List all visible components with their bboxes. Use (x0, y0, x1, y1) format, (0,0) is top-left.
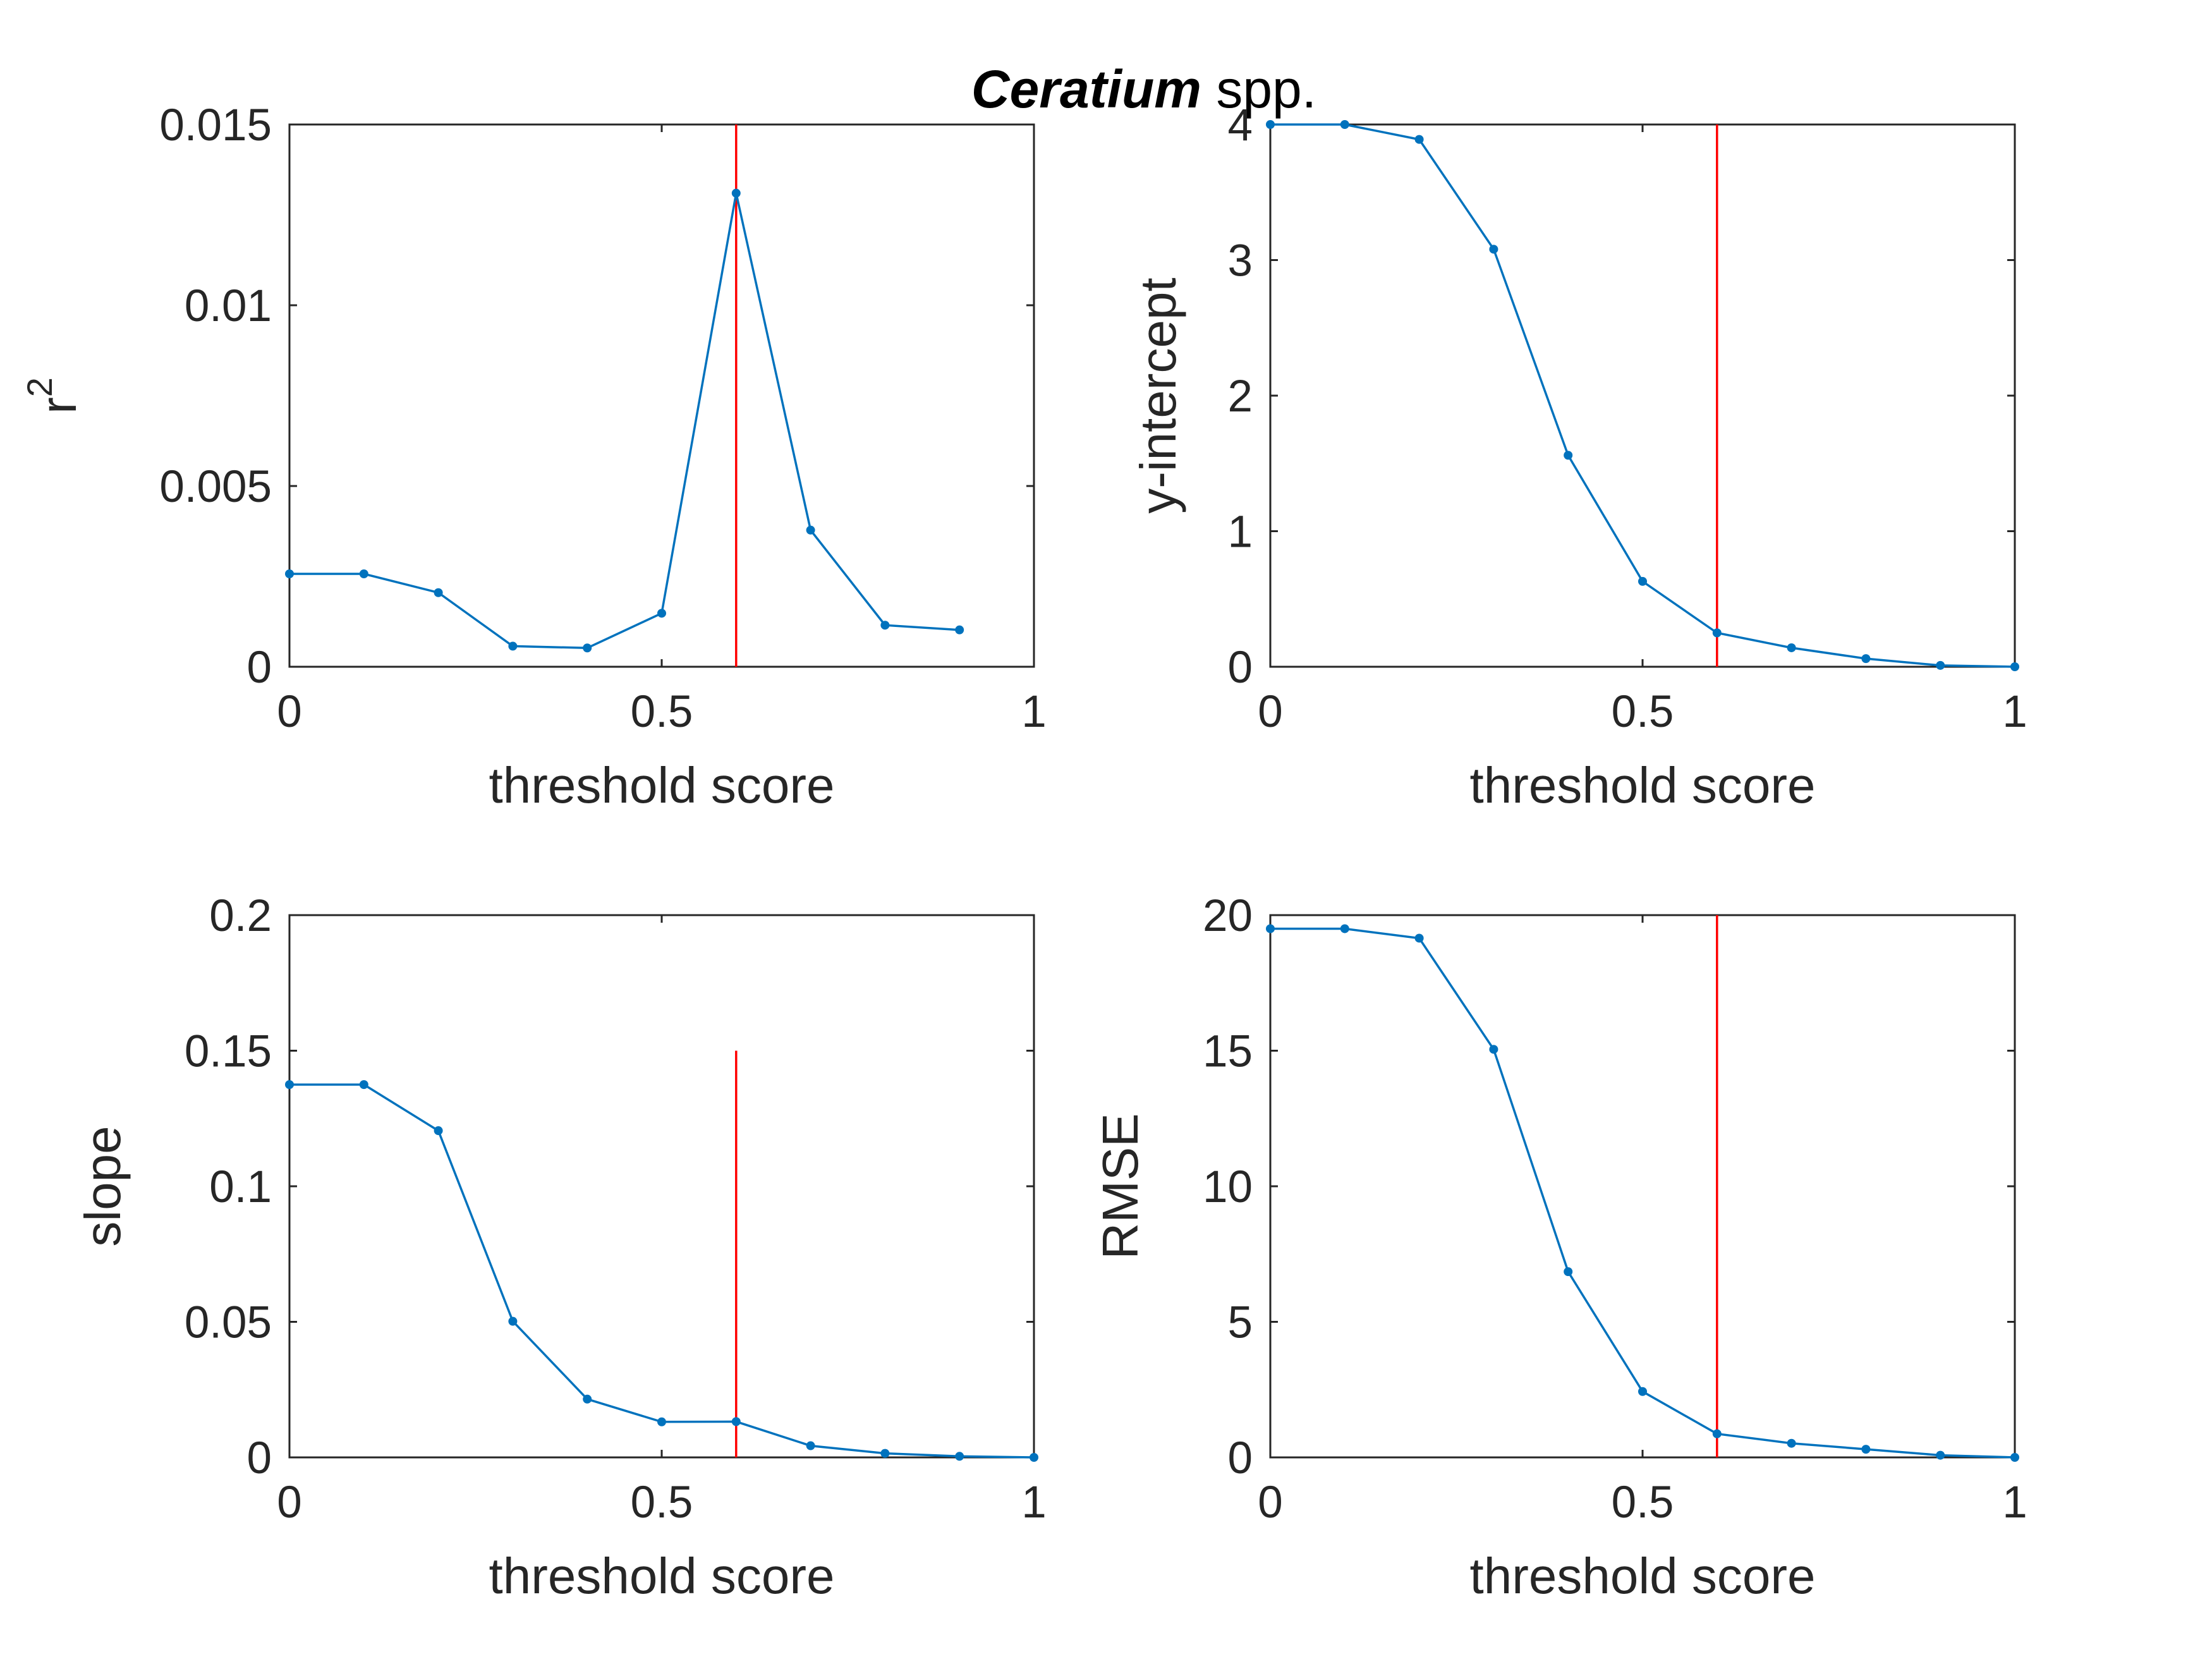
y-tick-label: 0.05 (185, 1298, 272, 1348)
y-axis-label: r2 (20, 377, 87, 414)
y-axis-label: RMSE (1092, 1113, 1148, 1259)
data-point (1638, 1387, 1647, 1396)
data-point (1489, 1045, 1498, 1054)
y-tick-label: 0.015 (159, 100, 272, 150)
x-tick-label: 1 (2002, 1478, 2027, 1528)
y-tick-label: 0.005 (159, 462, 272, 512)
data-point (806, 525, 815, 535)
y-tick-label: 5 (1228, 1298, 1253, 1348)
data-point (1489, 245, 1498, 254)
data-point (1340, 120, 1349, 129)
data-point (880, 1449, 890, 1458)
y-axis-label: y-intercept (1130, 277, 1186, 513)
y-tick-label: 0 (1228, 643, 1253, 693)
data-point (434, 588, 443, 597)
subplot-1: 0 0.5 1 0 0.005 0.01 0.015 threshold score r2 (20, 100, 1047, 813)
data-point (880, 621, 890, 630)
data-point (955, 625, 964, 635)
data-point (1861, 1445, 1871, 1454)
y-tick-label: 10 (1203, 1162, 1253, 1212)
data-point (1936, 660, 1945, 670)
data-point (434, 1126, 443, 1136)
x-tick-label: 0 (277, 1478, 302, 1528)
data-point (1266, 120, 1275, 129)
x-axis-label: threshold score (1470, 1548, 1816, 1604)
data-point (1638, 576, 1647, 586)
data-point (285, 569, 294, 578)
y-axis-label-text: r (30, 397, 87, 414)
data-point (2010, 1453, 2019, 1462)
y-tick-label: 0.1 (209, 1162, 272, 1212)
x-tick-label: 0 (1258, 687, 1283, 737)
y-axis-label-superscript: 2 (20, 377, 59, 397)
data-point (1340, 924, 1349, 933)
y-tick-label: 0.01 (185, 281, 272, 331)
y-tick-label: 1 (1228, 507, 1253, 557)
data-point (1414, 135, 1424, 144)
y-tick-label: 0.15 (185, 1027, 272, 1077)
x-tick-label: 0 (1258, 1478, 1283, 1528)
data-point (285, 1080, 294, 1090)
figure-title-rest: spp. (1201, 59, 1316, 119)
data-point (583, 1394, 592, 1404)
x-axis-label: threshold score (1470, 757, 1816, 813)
data-point (1936, 1450, 1945, 1460)
x-tick-label: 1 (2002, 687, 2027, 737)
data-point (1030, 1453, 1038, 1462)
series-line (289, 193, 960, 650)
data-point (731, 1417, 741, 1426)
data-point (1564, 1267, 1573, 1277)
x-tick-label: 0.5 (1612, 687, 1674, 737)
x-tick-label: 0.5 (631, 1478, 693, 1528)
data-point (359, 569, 368, 578)
data-point (2010, 662, 2019, 671)
data-point (731, 188, 741, 198)
x-tick-label: 0.5 (1612, 1478, 1674, 1528)
x-tick-label: 1 (1021, 1478, 1047, 1528)
y-axis-label-text: slope (75, 1126, 131, 1246)
data-point (657, 1417, 666, 1426)
x-tick-label: 1 (1021, 687, 1047, 737)
data-point (508, 641, 518, 651)
data-point (1266, 924, 1275, 933)
data-point (1414, 933, 1424, 943)
x-axis-label: threshold score (489, 1548, 835, 1604)
data-point (1712, 1429, 1722, 1438)
y-tick-label: 15 (1203, 1027, 1253, 1077)
y-tick-label: 0.2 (209, 891, 272, 941)
data-point (955, 1452, 964, 1461)
subplot-3: 0 0.5 1 0 0.05 0.1 0.15 0.2 threshold score slope (75, 891, 1047, 1604)
y-tick-label: 3 (1228, 236, 1253, 286)
y-tick-label: 0 (247, 643, 272, 693)
data-point (1787, 1438, 1796, 1448)
y-tick-label: 20 (1203, 891, 1253, 941)
data-point (1564, 451, 1573, 460)
figure-title: Ceratium spp. (971, 59, 1316, 119)
y-tick-label: 2 (1228, 372, 1253, 422)
figure-title-italic: Ceratium (971, 59, 1201, 119)
data-point (508, 1316, 518, 1326)
y-axis-label-text: RMSE (1092, 1113, 1148, 1259)
data-point (657, 609, 666, 618)
x-tick-label: 0 (277, 687, 302, 737)
y-tick-label: 4 (1228, 100, 1253, 150)
y-axis-label-text: y-intercept (1130, 277, 1186, 513)
data-point (1787, 643, 1796, 652)
data-point (806, 1441, 815, 1450)
y-tick-label: 0 (247, 1433, 272, 1483)
x-tick-label: 0.5 (631, 687, 693, 737)
y-tick-label: 0 (1228, 1433, 1253, 1483)
x-axis-label: threshold score (489, 757, 835, 813)
y-axis-label: slope (75, 1126, 131, 1246)
data-point (583, 643, 592, 653)
data-point (1712, 628, 1722, 638)
data-point (359, 1080, 368, 1090)
subplot-2: 0 0.5 1 0 1 2 3 4 threshold score y-intercept (1130, 100, 2027, 813)
data-point (1861, 654, 1871, 664)
